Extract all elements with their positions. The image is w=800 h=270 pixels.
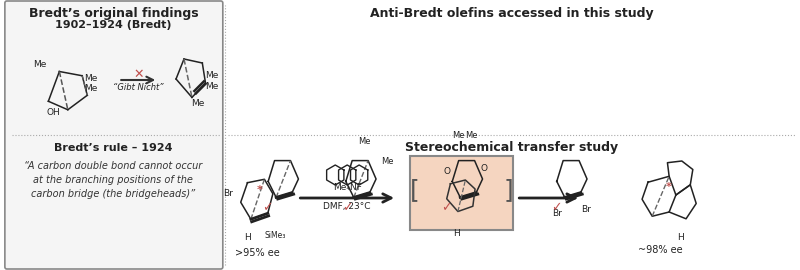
Text: Me: Me xyxy=(34,60,46,69)
FancyBboxPatch shape xyxy=(5,1,223,269)
Text: Me₄NF: Me₄NF xyxy=(333,184,362,193)
Text: H: H xyxy=(244,234,251,242)
Text: Me: Me xyxy=(453,130,465,140)
Text: Me: Me xyxy=(381,157,394,167)
Text: 1902–1924 (Bredt): 1902–1924 (Bredt) xyxy=(55,20,171,30)
Text: DMF, 23°C: DMF, 23°C xyxy=(323,202,371,211)
Text: Me: Me xyxy=(358,137,370,147)
Text: Bredt’s original findings: Bredt’s original findings xyxy=(29,6,198,19)
Text: H: H xyxy=(678,232,684,241)
Text: Br: Br xyxy=(581,205,591,214)
Text: *: * xyxy=(666,182,671,192)
Text: ~98% ee: ~98% ee xyxy=(638,245,683,255)
Text: Me: Me xyxy=(191,99,204,107)
Text: Me: Me xyxy=(84,74,98,83)
Text: ✕: ✕ xyxy=(133,68,143,80)
Text: Me: Me xyxy=(205,70,218,79)
Text: H: H xyxy=(454,228,460,238)
Text: “Gibt Nicht”: “Gibt Nicht” xyxy=(113,83,163,93)
Text: Br: Br xyxy=(223,188,233,197)
Text: Stereochemical transfer study: Stereochemical transfer study xyxy=(405,140,618,154)
Text: [: [ xyxy=(410,178,420,202)
Text: >95% ee: >95% ee xyxy=(235,248,280,258)
Text: ✓: ✓ xyxy=(342,201,353,214)
Text: OH: OH xyxy=(46,108,60,117)
Text: SiMe₃: SiMe₃ xyxy=(265,231,286,241)
Text: *: * xyxy=(257,185,262,195)
Text: “A carbon double bond cannot occur
at the branching positions of the
carbon brid: “A carbon double bond cannot occur at th… xyxy=(24,161,202,199)
Text: ✓: ✓ xyxy=(262,201,273,214)
Text: O: O xyxy=(444,167,451,176)
Text: Br: Br xyxy=(552,208,562,218)
FancyBboxPatch shape xyxy=(410,156,514,230)
Text: ]: ] xyxy=(503,178,514,202)
Text: ✓: ✓ xyxy=(551,201,562,214)
Text: Me: Me xyxy=(84,84,98,93)
Text: ✓: ✓ xyxy=(442,201,452,214)
Text: Me: Me xyxy=(205,82,218,91)
Text: O: O xyxy=(481,164,488,173)
Text: Anti-Bredt olefins accessed in this study: Anti-Bredt olefins accessed in this stud… xyxy=(370,6,654,19)
Text: Bredt’s rule – 1924: Bredt’s rule – 1924 xyxy=(54,143,173,153)
Text: Me: Me xyxy=(466,130,478,140)
